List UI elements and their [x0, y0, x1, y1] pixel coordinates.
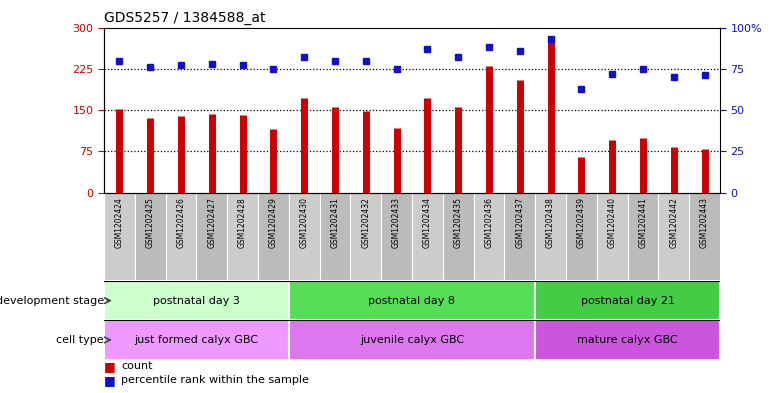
Text: GSM1202437: GSM1202437 — [515, 197, 524, 248]
Bar — [258, 193, 289, 281]
Bar — [658, 193, 689, 281]
Text: GSM1202426: GSM1202426 — [176, 197, 186, 248]
Bar — [689, 193, 720, 281]
Bar — [104, 281, 289, 320]
Bar — [289, 320, 535, 360]
Text: GSM1202424: GSM1202424 — [115, 197, 124, 248]
Bar — [381, 193, 412, 281]
Text: ■: ■ — [104, 374, 119, 387]
Bar — [443, 193, 474, 281]
Text: GSM1202432: GSM1202432 — [361, 197, 370, 248]
Text: just formed calyx GBC: just formed calyx GBC — [134, 335, 259, 345]
Bar — [104, 320, 289, 360]
Text: cell type: cell type — [56, 335, 104, 345]
Text: GSM1202438: GSM1202438 — [546, 197, 555, 248]
Text: GSM1202427: GSM1202427 — [207, 197, 216, 248]
Text: GSM1202439: GSM1202439 — [577, 197, 586, 248]
Text: postnatal day 8: postnatal day 8 — [369, 296, 455, 306]
Bar — [412, 193, 443, 281]
Text: ■: ■ — [104, 360, 119, 373]
Bar — [196, 193, 227, 281]
Bar — [535, 193, 566, 281]
Bar — [474, 193, 504, 281]
Text: postnatal day 21: postnatal day 21 — [581, 296, 675, 306]
Text: GSM1202431: GSM1202431 — [330, 197, 340, 248]
Bar — [628, 193, 658, 281]
Bar — [166, 193, 196, 281]
Bar — [104, 193, 135, 281]
Text: percentile rank within the sample: percentile rank within the sample — [121, 375, 309, 386]
Text: GSM1202441: GSM1202441 — [638, 197, 648, 248]
Text: postnatal day 3: postnatal day 3 — [153, 296, 239, 306]
Bar — [135, 193, 166, 281]
Text: GDS5257 / 1384588_at: GDS5257 / 1384588_at — [104, 11, 266, 25]
Bar — [535, 281, 720, 320]
Bar — [566, 193, 597, 281]
Text: GSM1202440: GSM1202440 — [608, 197, 617, 248]
Text: mature calyx GBC: mature calyx GBC — [578, 335, 678, 345]
Bar — [597, 193, 628, 281]
Text: count: count — [121, 361, 152, 371]
Text: GSM1202443: GSM1202443 — [700, 197, 709, 248]
Text: GSM1202425: GSM1202425 — [146, 197, 155, 248]
Text: GSM1202430: GSM1202430 — [300, 197, 309, 248]
Bar — [289, 281, 535, 320]
Text: juvenile calyx GBC: juvenile calyx GBC — [360, 335, 464, 345]
Bar — [289, 193, 320, 281]
Text: GSM1202433: GSM1202433 — [392, 197, 401, 248]
Text: GSM1202442: GSM1202442 — [669, 197, 678, 248]
Text: GSM1202429: GSM1202429 — [269, 197, 278, 248]
Bar — [227, 193, 258, 281]
Text: GSM1202428: GSM1202428 — [238, 197, 247, 248]
Bar — [504, 193, 535, 281]
Bar — [320, 193, 350, 281]
Bar — [350, 193, 381, 281]
Text: GSM1202436: GSM1202436 — [484, 197, 494, 248]
Text: GSM1202435: GSM1202435 — [454, 197, 463, 248]
Text: GSM1202434: GSM1202434 — [423, 197, 432, 248]
Text: development stage: development stage — [0, 296, 104, 306]
Bar — [535, 320, 720, 360]
